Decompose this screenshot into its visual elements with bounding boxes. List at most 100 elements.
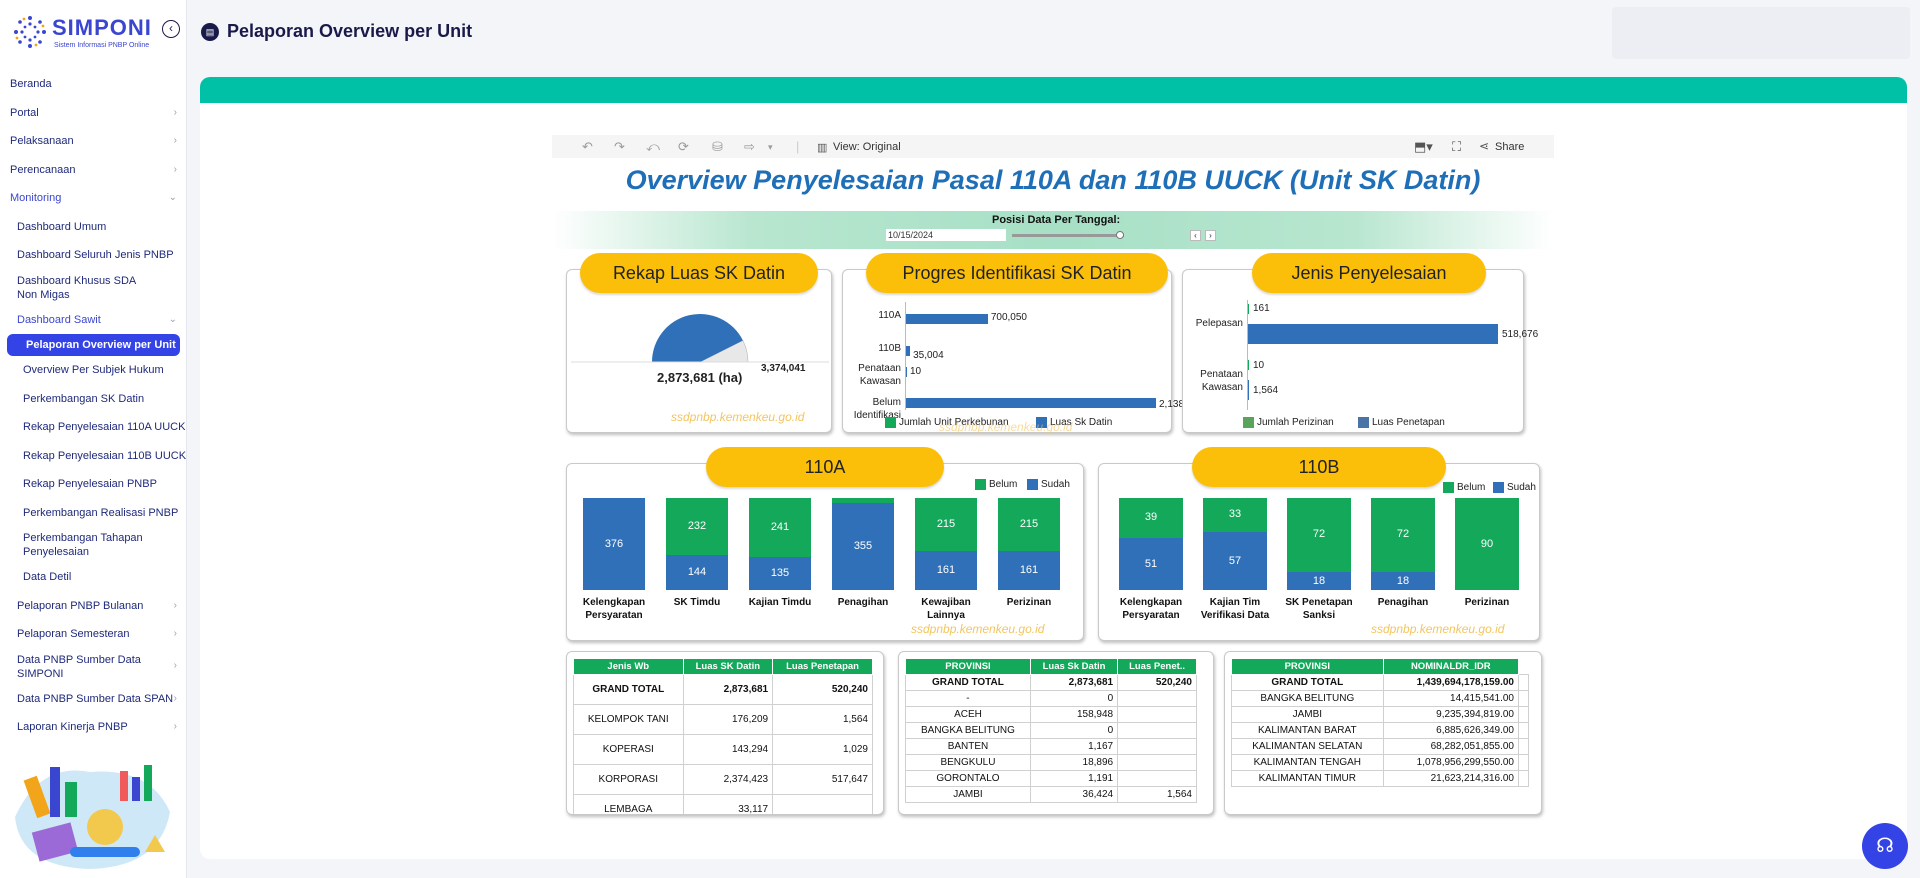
bar-segment-sudah[interactable]: 161 xyxy=(915,550,977,590)
bar-segment-sudah[interactable]: 355 xyxy=(832,503,894,590)
bar-segment-belum[interactable]: 232 xyxy=(666,498,728,555)
sidebar-item-overview-per-subjek-hukum[interactable]: Overview Per Subjek Hukum xyxy=(0,356,187,385)
sidebar-item-laporan-kinerja-pnbp[interactable]: Laporan Kinerja PNBP › xyxy=(0,713,187,742)
bar-segment-belum[interactable]: 90 xyxy=(1455,498,1519,590)
date-next-button[interactable]: › xyxy=(1205,230,1216,241)
sidebar-item-pelaporan-semesteran[interactable]: Pelaporan Semesteran › xyxy=(0,620,187,649)
bar-segment-belum[interactable]: 33 xyxy=(1203,498,1267,532)
chevron-right-icon: › xyxy=(1209,231,1212,240)
table-row[interactable]: GRAND TOTAL 1,439,694,178,159.00 xyxy=(1231,674,1529,691)
table-cell: 1,439,694,178,159.00 xyxy=(1382,674,1520,691)
bar-penataan-perizinan[interactable] xyxy=(1248,360,1249,370)
date-slider-thumb[interactable] xyxy=(1116,231,1124,239)
share-button[interactable]: Share xyxy=(1495,141,1525,153)
bar-segment-sudah[interactable]: 376 xyxy=(583,498,645,590)
bar-segment-sudah[interactable]: 51 xyxy=(1119,537,1183,590)
legend-swatch xyxy=(975,479,986,490)
bar-segment-belum[interactable]: 39 xyxy=(1119,498,1183,538)
table-row[interactable]: KALIMANTAN SELATAN 68,282,051,855.00 xyxy=(1231,738,1529,755)
table-row[interactable]: JAMBI 36,424 1,564 xyxy=(905,786,1197,803)
sidebar-item-rekap-110a[interactable]: Rekap Penyelesaian 110A UUCK xyxy=(0,413,187,442)
gauge-value[interactable] xyxy=(652,314,743,362)
sidebar-item-pelaporan-overview-per-unit[interactable]: Pelaporan Overview per Unit xyxy=(7,334,180,356)
sidebar-item-data-pnbp-simponi[interactable]: Data PNBP Sumber Data SIMPONI › xyxy=(0,649,187,685)
bar-segment-sudah[interactable]: 144 xyxy=(666,554,728,590)
sidebar-item-perkembangan-realisasi-pnbp[interactable]: Perkembangan Realisasi PNBP xyxy=(0,499,187,528)
bar-penataan-luas[interactable] xyxy=(1248,380,1249,400)
sidebar-item-pelaksanaan[interactable]: Pelaksanaan › xyxy=(0,127,187,156)
table-provinsi: PROVINSI Luas Sk Datin Luas Penet.. GRAND T… xyxy=(905,658,1197,803)
sidebar-item-data-pnbp-span[interactable]: Data PNBP Sumber Data SPAN › xyxy=(0,685,187,714)
sidebar-item-dashboard-sawit[interactable]: Dashboard Sawit ⌄ xyxy=(0,306,187,335)
chevron-down-icon[interactable]: ▾ xyxy=(768,142,773,152)
share-icon[interactable]: ⋖ xyxy=(1479,139,1490,153)
bar-value-label: 10 xyxy=(1253,360,1265,371)
sidebar-item-dashboard-khusus-sda[interactable]: Dashboard Khusus SDA Non Migas xyxy=(0,270,187,306)
sidebar-item-perencanaan[interactable]: Perencanaan › xyxy=(0,156,187,185)
table-row[interactable]: GRAND TOTAL 2,873,681 520,240 xyxy=(573,674,873,705)
bar-segment-belum[interactable]: 215 xyxy=(915,498,977,551)
user-profile-area[interactable] xyxy=(1612,7,1910,59)
table-row[interactable]: KALIMANTAN TENGAH 1,078,956,299,550.00 xyxy=(1231,754,1529,771)
help-chat-button[interactable]: ☊ xyxy=(1862,823,1908,869)
bar-penataan[interactable] xyxy=(906,367,907,377)
bar-pelepasan-perizinan[interactable] xyxy=(1248,304,1249,314)
table-row[interactable]: BANTEN 1,167 xyxy=(905,738,1197,755)
forward-icon[interactable]: ⇨ xyxy=(744,139,755,154)
date-slider[interactable] xyxy=(1012,231,1124,239)
date-prev-button[interactable]: ‹ xyxy=(1190,230,1201,241)
bar-segment-sudah[interactable]: 135 xyxy=(749,556,811,590)
sidebar-item-portal[interactable]: Portal › xyxy=(0,99,187,128)
sidebar-item-beranda[interactable]: Beranda xyxy=(0,70,187,99)
table-row[interactable]: KELOMPOK TANI 176,209 1,564 xyxy=(573,704,873,735)
table-row[interactable]: LEMBAGA 33,117 xyxy=(573,794,873,814)
table-row[interactable]: KOPERASI 143,294 1,029 xyxy=(573,734,873,765)
table-row[interactable]: KALIMANTAN BARAT 6,885,626,349.00 xyxy=(1231,722,1529,739)
bar-110a[interactable] xyxy=(906,314,988,324)
table-row[interactable]: ACEH 158,948 xyxy=(905,706,1197,723)
redo-icon[interactable]: ↷ xyxy=(614,139,625,154)
table-cell xyxy=(1117,738,1197,755)
refresh-data-icon[interactable]: ⟳ xyxy=(678,139,689,154)
bar-segment-belum[interactable]: 72 xyxy=(1371,498,1435,572)
table-row[interactable]: KALIMANTAN TIMUR 21,623,214,316.00 xyxy=(1231,770,1529,787)
table-row[interactable]: BANGKA BELITUNG 14,415,541.00 xyxy=(1231,690,1529,707)
bar-pelepasan-luas[interactable] xyxy=(1248,324,1498,344)
table-row[interactable]: JAMBI 9,235,394,819.00 xyxy=(1231,706,1529,723)
undo-icon[interactable]: ↶ xyxy=(582,139,593,154)
sidebar-item-perkembangan-sk-datin[interactable]: Perkembangan SK Datin xyxy=(0,385,187,414)
bar-segment-belum[interactable] xyxy=(832,498,894,504)
bar-belum[interactable] xyxy=(906,398,1156,408)
sidebar-item-monitoring[interactable]: Monitoring ⌄ xyxy=(0,184,187,213)
bar-110b[interactable] xyxy=(906,346,911,356)
table-row[interactable]: BENGKULU 18,896 xyxy=(905,754,1197,771)
pause-updates-icon[interactable]: ⛁ xyxy=(712,139,723,154)
bar-segment-sudah[interactable]: 18 xyxy=(1371,571,1435,590)
bar-segment-belum[interactable]: 72 xyxy=(1287,498,1351,572)
revert-icon[interactable]: ⤺ xyxy=(646,139,660,154)
sidebar-item-rekap-110b[interactable]: Rekap Penyelesaian 110B UUCK xyxy=(0,442,187,471)
view-original-button[interactable]: View: Original xyxy=(833,141,901,153)
sidebar-item-perkembangan-tahapan[interactable]: Perkembangan Tahapan Penyelesaian xyxy=(0,527,187,563)
sidebar-item-pelaporan-pnbp-bulanan[interactable]: Pelaporan PNBP Bulanan › xyxy=(0,592,187,621)
bar-segment-sudah[interactable]: 161 xyxy=(998,550,1060,590)
table-row[interactable]: BANGKA BELITUNG 0 xyxy=(905,722,1197,739)
table-row[interactable]: GRAND TOTAL 2,873,681 520,240 xyxy=(905,674,1197,691)
bar-segment-sudah[interactable]: 18 xyxy=(1287,571,1351,590)
sidebar-item-rekap-pnbp[interactable]: Rekap Penyelesaian PNBP xyxy=(0,470,187,499)
bar-segment-sudah[interactable]: 57 xyxy=(1203,531,1267,590)
bar-segment-belum[interactable]: 241 xyxy=(749,498,811,557)
bar-segment-belum[interactable]: 215 xyxy=(998,498,1060,551)
sidebar-item-data-detil[interactable]: Data Detil xyxy=(0,563,187,592)
download-icon[interactable]: ⬒▾ xyxy=(1414,139,1433,154)
collapse-sidebar-button[interactable]: ‹ xyxy=(162,20,180,38)
sidebar-item-dashboard-umum[interactable]: Dashboard Umum xyxy=(0,213,187,242)
simponi-logo[interactable]: SIMPONI Sistem Informasi PNBP Online xyxy=(12,14,162,50)
table-row[interactable]: KORPORASI 2,374,423 517,647 xyxy=(573,764,873,795)
table-row[interactable]: -0 xyxy=(905,690,1197,707)
date-filter-value[interactable]: 10/15/2024 xyxy=(886,229,1006,241)
fullscreen-icon[interactable]: ⛶ xyxy=(1452,139,1462,154)
sidebar-item-dashboard-seluruh-jenis-pnbp[interactable]: Dashboard Seluruh Jenis PNBP xyxy=(0,241,187,270)
table-row[interactable]: GORONTALO 1,191 xyxy=(905,770,1197,787)
category-label: Perizinan xyxy=(1464,597,1510,608)
